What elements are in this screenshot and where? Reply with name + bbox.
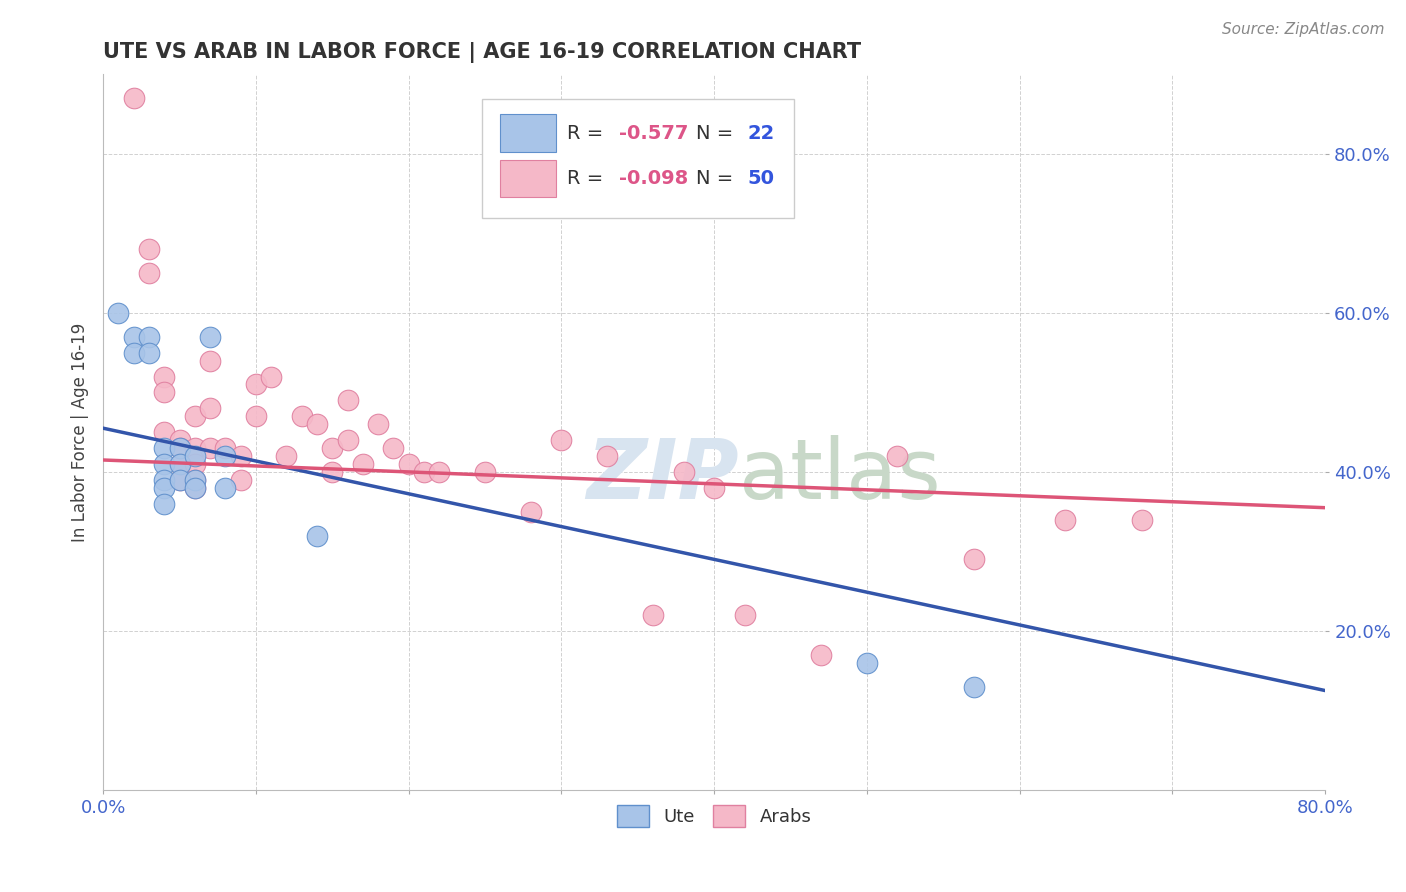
Point [520, 505, 543, 519]
Point [245, 409, 267, 424]
Point [153, 497, 176, 511]
Point [169, 473, 191, 487]
Point [321, 465, 343, 479]
Point [169, 457, 191, 471]
Point [184, 481, 207, 495]
Text: -0.098: -0.098 [619, 169, 688, 187]
Point [1130, 513, 1153, 527]
Point [198, 401, 221, 416]
Text: N =: N = [696, 124, 740, 143]
Point [138, 345, 160, 359]
Point [214, 481, 236, 495]
Point [169, 441, 191, 455]
Point [245, 377, 267, 392]
Point [214, 449, 236, 463]
Point [336, 433, 359, 447]
Point [672, 465, 695, 479]
Point [276, 449, 298, 463]
Text: R =: R = [568, 169, 610, 187]
Text: N =: N = [696, 169, 740, 187]
FancyBboxPatch shape [501, 160, 557, 197]
Point [641, 607, 664, 622]
Point [138, 243, 160, 257]
FancyBboxPatch shape [501, 114, 557, 152]
Point [305, 417, 328, 432]
Point [856, 656, 879, 670]
Point [184, 481, 207, 495]
Point [153, 369, 176, 384]
Point [305, 528, 328, 542]
Point [122, 330, 145, 344]
Point [321, 441, 343, 455]
Legend: Ute, Arabs: Ute, Arabs [609, 798, 818, 835]
Point [169, 441, 191, 455]
Point [107, 306, 129, 320]
Point [367, 417, 389, 432]
Text: UTE VS ARAB IN LABOR FORCE | AGE 16-19 CORRELATION CHART: UTE VS ARAB IN LABOR FORCE | AGE 16-19 C… [103, 42, 862, 62]
Point [153, 441, 176, 455]
Point [550, 433, 572, 447]
Text: atlas: atlas [738, 434, 941, 516]
Point [184, 473, 207, 487]
Text: R =: R = [568, 124, 610, 143]
Point [734, 607, 756, 622]
Point [198, 353, 221, 368]
Point [336, 393, 359, 408]
Point [153, 385, 176, 400]
Text: 50: 50 [747, 169, 775, 187]
Point [153, 457, 176, 471]
Point [810, 648, 832, 662]
Point [153, 481, 176, 495]
FancyBboxPatch shape [482, 100, 793, 218]
Y-axis label: In Labor Force | Age 16-19: In Labor Force | Age 16-19 [72, 323, 89, 541]
Text: ZIP: ZIP [586, 434, 738, 516]
Point [963, 552, 986, 566]
Point [229, 449, 252, 463]
Point [198, 330, 221, 344]
Point [214, 441, 236, 455]
Point [703, 481, 725, 495]
Point [153, 473, 176, 487]
Point [886, 449, 908, 463]
Point [138, 330, 160, 344]
Point [382, 441, 405, 455]
Point [184, 457, 207, 471]
Point [138, 266, 160, 280]
Point [169, 457, 191, 471]
Point [184, 449, 207, 463]
Point [169, 433, 191, 447]
Point [229, 473, 252, 487]
Point [169, 473, 191, 487]
Point [352, 457, 374, 471]
Text: -0.577: -0.577 [619, 124, 688, 143]
Point [963, 680, 986, 694]
Point [260, 369, 283, 384]
Point [291, 409, 314, 424]
Point [184, 409, 207, 424]
Text: Source: ZipAtlas.com: Source: ZipAtlas.com [1222, 22, 1385, 37]
Point [427, 465, 450, 479]
Point [596, 449, 619, 463]
Point [184, 441, 207, 455]
Point [1054, 513, 1077, 527]
Point [153, 425, 176, 439]
Point [122, 345, 145, 359]
Point [198, 441, 221, 455]
Point [122, 91, 145, 105]
Text: 22: 22 [747, 124, 775, 143]
Point [474, 465, 496, 479]
Point [184, 473, 207, 487]
Point [398, 457, 420, 471]
Point [412, 465, 434, 479]
